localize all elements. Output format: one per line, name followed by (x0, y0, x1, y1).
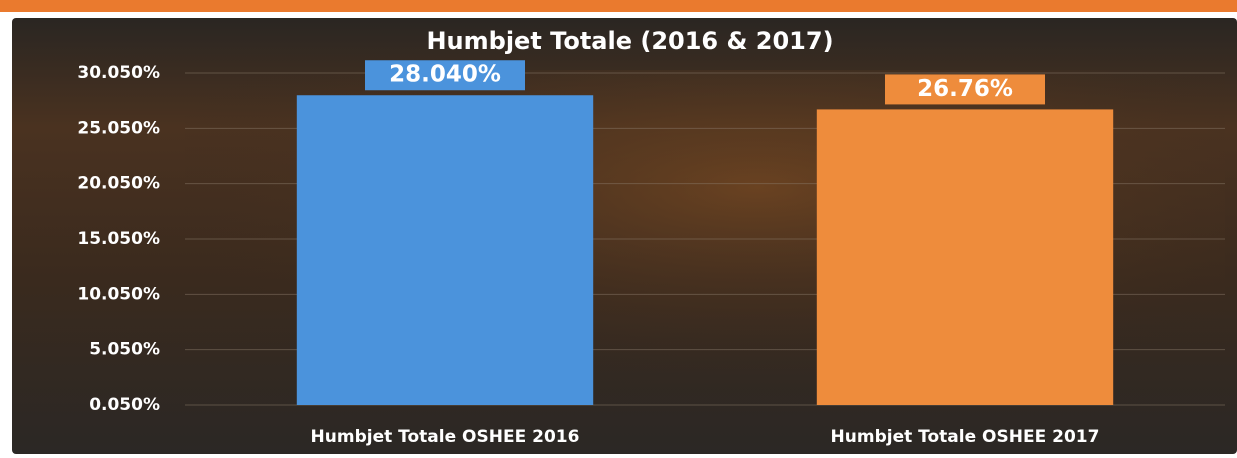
y-tick-label: 25.050% (77, 118, 160, 138)
bar (817, 109, 1113, 405)
y-tick-label: 10.050% (77, 284, 160, 304)
y-tick-label: 20.050% (77, 174, 160, 194)
x-tick-label: Humbjet Totale OSHEE 2017 (831, 427, 1100, 447)
y-tick-label: 30.050% (77, 63, 160, 83)
y-tick-label: 0.050% (89, 395, 160, 415)
chart-title: Humbjet Totale (2016 & 2017) (426, 27, 833, 55)
y-tick-label: 5.050% (89, 340, 160, 360)
value-label: 28.040% (389, 62, 501, 88)
chart: Humbjet Totale (2016 & 2017) 0.050% 5.050… (0, 0, 1237, 454)
y-tick-label: 15.050% (77, 229, 160, 249)
top-strip (0, 0, 1237, 12)
bar (297, 95, 593, 405)
value-label: 26.76% (917, 76, 1013, 102)
x-tick-label: Humbjet Totale OSHEE 2016 (311, 427, 580, 447)
